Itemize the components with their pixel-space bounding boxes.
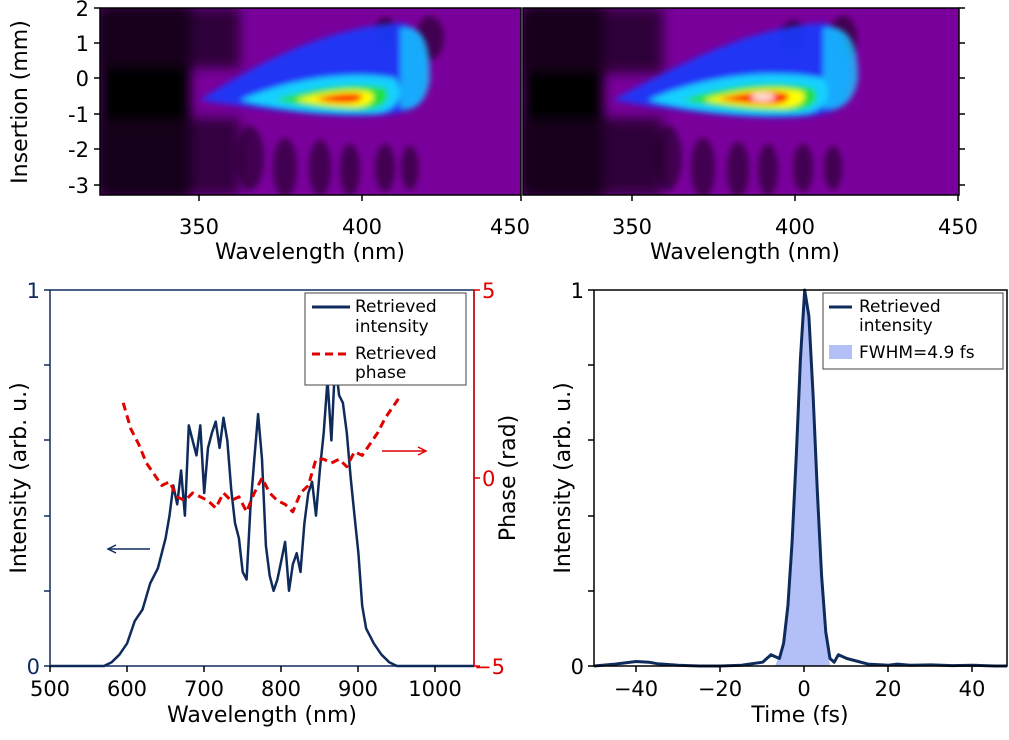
legend-intensity-label-line2: intensity [355, 317, 429, 337]
pulse-xtick-label: −40 [614, 677, 658, 701]
heatmap-left-ytick-label: -3 [68, 174, 89, 198]
heatmap-left-xtick-label: 350 [179, 215, 219, 239]
spectrum-xtick-label: 700 [184, 677, 224, 701]
spectrum-y2tick-label: 5 [482, 279, 495, 303]
legend-phase-label-line2: phase [355, 363, 406, 383]
spectrum-x-axis-label: Wavelength (nm) [167, 703, 357, 728]
pulse-ytick-label: 1 [571, 279, 584, 303]
spectrum-legend: Retrieved intensity Retrieved phase [304, 292, 467, 386]
fwhm-area [775, 290, 830, 666]
spectrum-xtick-label: 500 [30, 677, 70, 701]
heatmap-right-panel: 350 400 450 Wavelength (nm) [522, 7, 978, 265]
heatmap-left-ytick-label: 2 [76, 0, 89, 21]
retrieved-intensity-line [50, 360, 474, 668]
legend-pulse-intensity-label-line2: intensity [859, 316, 933, 336]
phase-axis-arrow [382, 446, 428, 456]
pulse-ytick-label: 0 [571, 655, 584, 679]
legend-pulse-intensity-label: Retrieved [859, 297, 941, 317]
spectrum-xtick-label: 1000 [408, 677, 461, 701]
legend-phase-label: Retrieved [355, 344, 437, 364]
pulse-xtick-label: 0 [797, 677, 810, 701]
spectrum-y-axis-label: Intensity (arb. u.) [7, 382, 32, 573]
legend-intensity-label: Retrieved [355, 297, 437, 317]
heatmap-left-ytick-label: 0 [76, 67, 89, 91]
spectrum-panel: 500 600 700 800 900 1000 1 0 5 0 −5 Wave… [7, 279, 521, 728]
heatmap-left-y-ticks [94, 7, 100, 186]
heatmap-right-xtick-label: 450 [938, 215, 978, 239]
heatmap-left-xtick-label: 400 [342, 215, 382, 239]
spectrum-ytick-label: 1 [27, 279, 40, 303]
pulse-y-axis-label: Intensity (arb. u.) [551, 382, 576, 573]
legend-fwhm-label: FWHM=4.9 fs [859, 343, 975, 363]
spectrum-y2-axis-label: Phase (rad) [496, 415, 521, 541]
heatmap-left-x-axis-label: Wavelength (nm) [215, 240, 405, 265]
heatmap-right-x-axis-label: Wavelength (nm) [650, 240, 840, 265]
intensity-axis-arrow [106, 544, 150, 554]
heatmap-left-ytick-label: -1 [68, 103, 89, 127]
spectrum-y2tick-label: −5 [474, 655, 505, 679]
pulse-xtick-label: 40 [959, 677, 986, 701]
heatmap-left-ytick-label: 1 [76, 32, 89, 56]
heatmap-left-ytick-label: -2 [68, 138, 89, 162]
heatmap-left-panel: 2 1 0 -1 -2 -3 350 400 450 Wavelength (n… [8, 0, 530, 265]
pulse-legend: Retrieved intensity FWHM=4.9 fs [822, 292, 1004, 370]
pulse-xtick-label: −20 [698, 677, 742, 701]
spectrum-xtick-label: 800 [261, 677, 301, 701]
pulse-panel: −40 −20 0 20 40 1 0 Time (fs) Intensity … [551, 279, 1008, 728]
heatmap-left-image [100, 8, 521, 195]
heatmap-left-xtick-label: 450 [490, 215, 530, 239]
spectrum-plot-area [50, 360, 474, 668]
heatmap-left-y-axis-label: Insertion (mm) [8, 20, 33, 184]
legend-fwhm-swatch [829, 345, 852, 359]
pulse-x-axis-label: Time (fs) [750, 703, 848, 728]
heatmap-right-image [523, 8, 959, 195]
heatmap-right-xtick-label: 400 [775, 215, 815, 239]
spectrum-y2tick-label: 0 [482, 467, 495, 491]
heatmap-right-xtick-label: 350 [612, 215, 652, 239]
spectrum-xtick-label: 600 [107, 677, 147, 701]
spectrum-ytick-label: 0 [27, 655, 40, 679]
spectrum-xtick-label: 900 [338, 677, 378, 701]
pulse-xtick-label: 20 [875, 677, 902, 701]
